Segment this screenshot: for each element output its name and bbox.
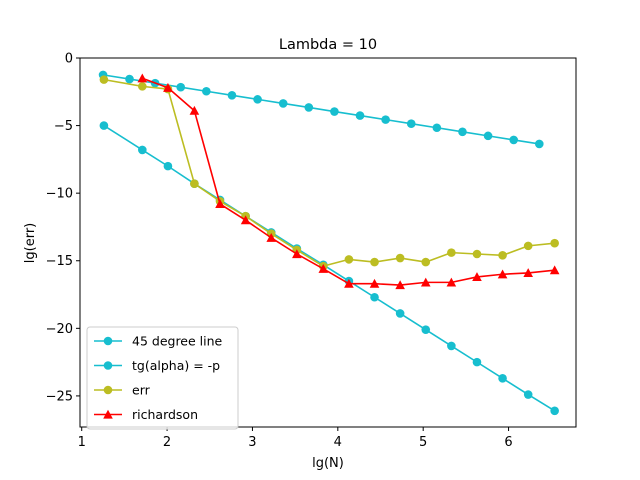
legend-label: 45 degree line: [132, 334, 223, 349]
y-ticks: 0 −5 −10 −15 −20 −25: [46, 52, 80, 404]
data-point: [534, 139, 544, 149]
y-tick-label: −10: [46, 187, 73, 202]
y-tick-label: −20: [46, 322, 73, 337]
data-point: [498, 374, 507, 383]
legend-marker: [103, 361, 113, 370]
data-point: [395, 253, 405, 263]
data-point: [421, 325, 431, 334]
data-point: [369, 278, 380, 288]
data-point: [215, 199, 225, 209]
data-point: [458, 127, 467, 137]
data-point: [472, 272, 482, 282]
data-point: [432, 123, 442, 133]
data-point: [472, 249, 482, 259]
x-tick-label: 1: [78, 435, 86, 450]
data-point: [472, 357, 482, 367]
x-axis-label: lg(N): [312, 456, 344, 471]
chart-title: Lambda = 10: [279, 37, 377, 53]
y-tick-label: −5: [54, 119, 73, 134]
data-point: [292, 249, 302, 259]
data-point: [266, 232, 277, 242]
x-tick-label: 2: [163, 435, 171, 450]
data-point: [381, 115, 390, 124]
data-point: [446, 277, 457, 287]
data-point: [550, 406, 559, 416]
data-point: [202, 86, 211, 96]
y-tick-label: −25: [46, 389, 73, 404]
legend-label: tg(alpha) = -p: [132, 358, 220, 373]
data-point: [176, 82, 186, 92]
data-point: [497, 269, 508, 279]
data-point: [138, 145, 147, 155]
x-tick-label: 5: [419, 435, 427, 450]
data-point: [370, 257, 379, 267]
data-point: [330, 107, 339, 116]
series-line: [103, 124, 556, 412]
axes-frame: [79, 57, 577, 428]
data-point: [355, 111, 365, 120]
x-ticks: 1 2 3 4 5 6: [78, 427, 513, 450]
data-point: [549, 265, 560, 275]
data-point: [138, 82, 147, 91]
data-point: [227, 91, 237, 100]
data-point: [370, 292, 379, 302]
legend-marker: [103, 336, 113, 346]
series-line: [102, 74, 540, 145]
y-axis-label: lg(err): [23, 223, 38, 263]
series-4: [137, 73, 560, 290]
data-point: [550, 238, 559, 248]
data-point: [498, 251, 507, 260]
legend-box: [86, 326, 239, 430]
legend-marker: [103, 385, 113, 395]
legend-marker: [103, 409, 113, 419]
data-point: [420, 277, 431, 287]
data-point: [523, 390, 533, 399]
data-point: [163, 82, 173, 92]
data-point: [395, 309, 405, 318]
legend-label: err: [132, 383, 151, 398]
data-point: [137, 73, 148, 83]
data-point: [163, 161, 173, 171]
data-point: [190, 179, 199, 189]
legend-label: richardson: [132, 407, 198, 422]
data-point: [483, 131, 493, 141]
data-point: [344, 255, 354, 264]
data-point: [278, 99, 288, 108]
data-point: [125, 74, 134, 84]
data-point: [447, 248, 456, 257]
x-tick-label: 4: [334, 435, 342, 450]
series-layer: [98, 70, 560, 416]
data-point: [240, 215, 251, 225]
data-point: [509, 135, 518, 145]
y-tick-label: −15: [46, 254, 73, 269]
data-point: [99, 75, 109, 84]
data-point: [304, 103, 314, 112]
data-point: [406, 119, 416, 128]
data-point: [447, 341, 456, 351]
data-point: [523, 241, 533, 251]
data-point: [421, 257, 431, 267]
data-point: [253, 95, 262, 104]
x-tick-label: 6: [504, 435, 512, 450]
y-tick-label: 0: [65, 52, 73, 67]
legend: 45 degree line tg(alpha) = -p err richardso…: [86, 326, 239, 430]
data-point: [523, 268, 533, 277]
data-point: [99, 121, 109, 130]
data-point: [344, 278, 354, 288]
data-point: [318, 264, 329, 273]
data-point: [189, 105, 200, 115]
x-tick-label: 3: [248, 435, 256, 450]
data-point: [395, 280, 405, 290]
